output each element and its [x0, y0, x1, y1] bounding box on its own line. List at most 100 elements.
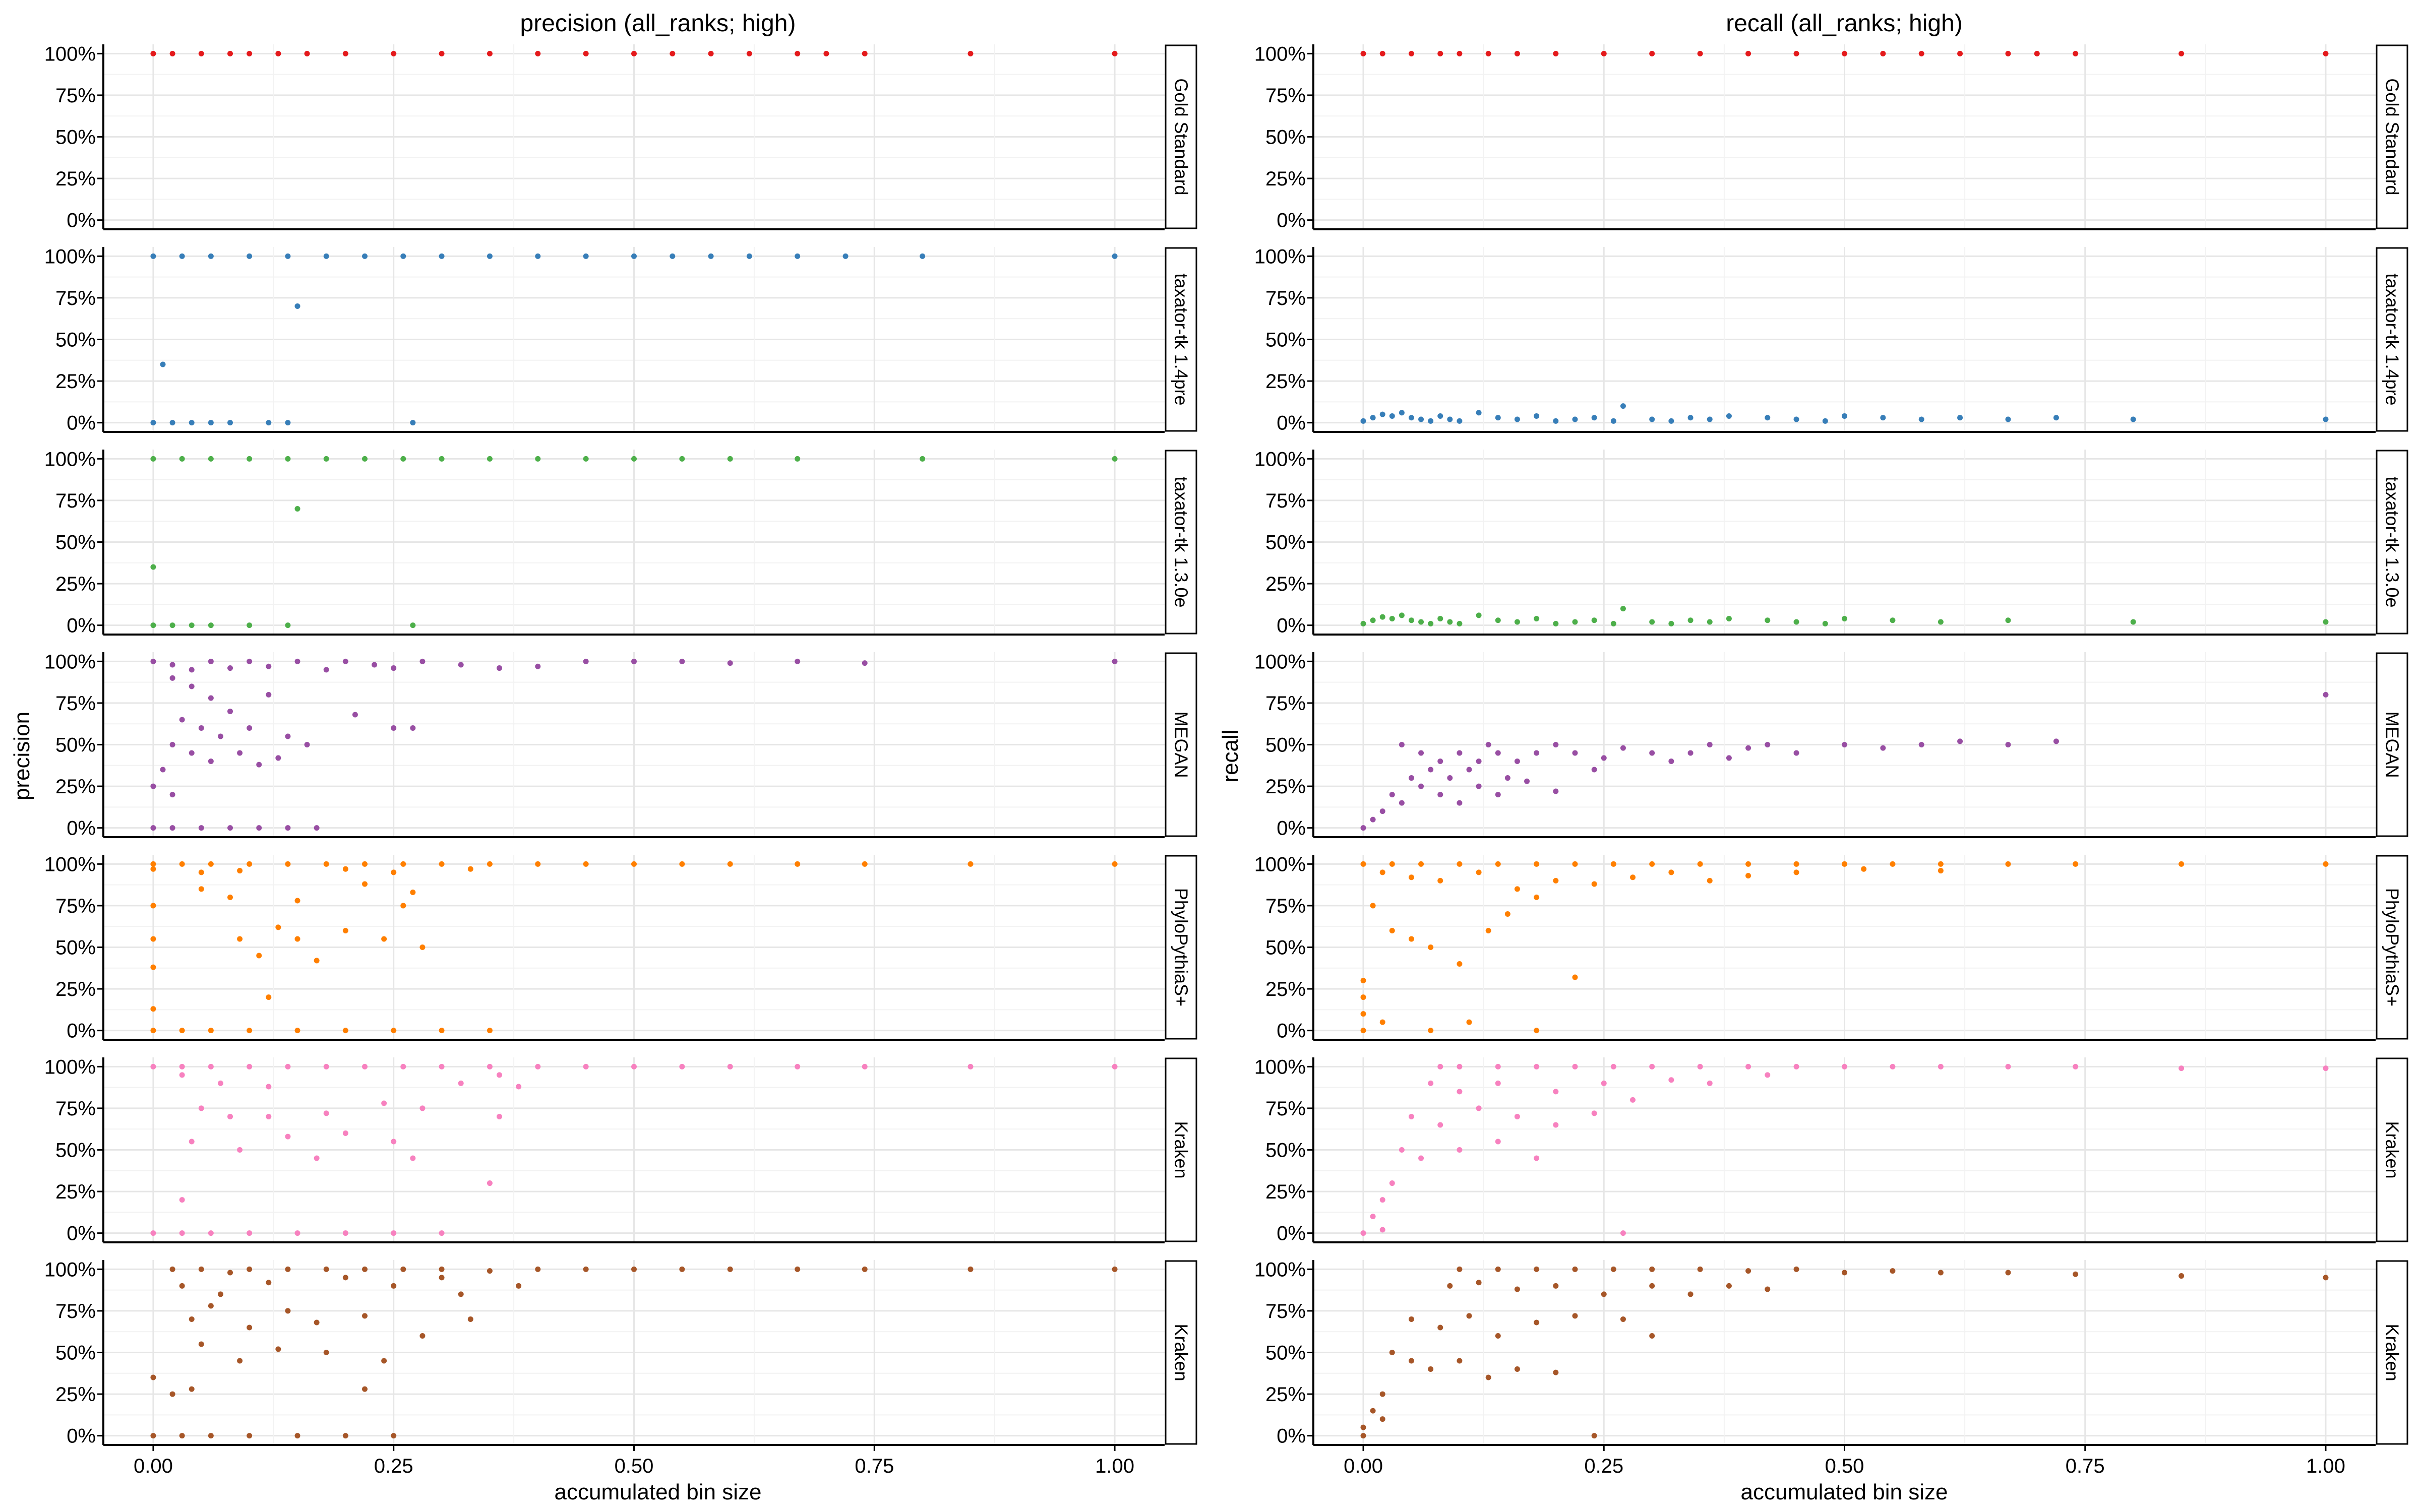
- y-tick-label: 100%: [1254, 651, 1306, 673]
- data-point: [150, 861, 156, 867]
- data-point: [189, 1139, 195, 1145]
- data-point: [2073, 1063, 2079, 1069]
- y-tick-label: 100%: [44, 43, 96, 65]
- data-point: [1466, 767, 1472, 773]
- data-point: [247, 1063, 253, 1069]
- data-point: [1524, 778, 1530, 784]
- x-tick-label: 0.75: [855, 1455, 894, 1477]
- data-point: [795, 253, 801, 259]
- data-point: [285, 253, 291, 259]
- data-point: [1765, 1286, 1771, 1292]
- data-point: [679, 1063, 685, 1069]
- data-point: [391, 1028, 397, 1034]
- data-point: [1687, 415, 1693, 421]
- data-point: [1389, 861, 1395, 867]
- facet-strip: [1165, 450, 1197, 635]
- data-point: [795, 861, 801, 867]
- data-point: [1476, 869, 1482, 875]
- facet-panel-taxator-tk-1-3-0e: 0% 25% 50% 75% 100% taxator-tk 1.3.0e: [1254, 448, 2408, 637]
- data-point: [1495, 792, 1501, 798]
- x-tick-label: 0.25: [374, 1455, 413, 1477]
- data-point: [323, 1266, 329, 1272]
- y-tick-label: 25%: [1265, 776, 1306, 798]
- data-point: [410, 622, 416, 628]
- data-point: [583, 456, 589, 462]
- data-point: [1360, 825, 1366, 831]
- y-tick-label: 25%: [1265, 1181, 1306, 1203]
- data-point: [535, 50, 541, 56]
- data-point: [1793, 861, 1799, 867]
- data-point: [1793, 869, 1799, 875]
- data-point: [391, 1283, 397, 1289]
- y-tick-label: 0%: [1277, 412, 1306, 434]
- data-point: [1649, 1333, 1655, 1339]
- facet-strip: [2376, 1057, 2408, 1242]
- data-point: [1428, 418, 1434, 424]
- data-point: [967, 1266, 974, 1272]
- data-point: [1379, 1416, 1385, 1422]
- data-point: [1370, 1408, 1376, 1414]
- data-point: [247, 50, 253, 56]
- data-point: [247, 861, 253, 867]
- y-tick-label: 100%: [44, 448, 96, 470]
- data-point: [439, 50, 445, 56]
- facet-strip-label: MEGAN: [1171, 711, 1192, 778]
- data-point: [708, 253, 714, 259]
- y-tick-label: 0%: [1277, 1425, 1306, 1447]
- data-point: [285, 456, 291, 462]
- data-point: [1534, 1155, 1540, 1161]
- data-point: [1389, 1350, 1395, 1355]
- facet-strip-label: PhyloPythiaS+: [1171, 888, 1192, 1006]
- data-point: [1514, 886, 1520, 892]
- data-point: [169, 1266, 175, 1272]
- data-point: [179, 253, 185, 259]
- data-point: [1379, 869, 1385, 875]
- data-point: [1620, 1230, 1626, 1236]
- y-tick-label: 0%: [1277, 1020, 1306, 1042]
- y-tick-label: 75%: [55, 287, 96, 309]
- data-point: [1572, 974, 1578, 980]
- facet-panel-phylopythias: 0% 25% 50% 75% 100% PhyloPythiaS+: [44, 853, 1197, 1042]
- facet-strip: [2376, 1260, 2408, 1445]
- data-point: [169, 1391, 175, 1397]
- data-point: [1918, 416, 1924, 422]
- data-point: [1765, 415, 1771, 421]
- data-point: [400, 253, 406, 259]
- data-point: [2179, 1273, 2185, 1279]
- data-point: [208, 622, 214, 628]
- facet-strip: [2376, 450, 2408, 635]
- data-point: [362, 253, 368, 259]
- data-point: [150, 253, 156, 259]
- y-tick-label: 50%: [55, 329, 96, 351]
- data-point: [1553, 788, 1559, 794]
- data-point: [381, 936, 387, 942]
- data-point: [2323, 1065, 2329, 1072]
- data-point: [1620, 1316, 1626, 1322]
- data-point: [920, 253, 926, 259]
- facet-panel-gold-standard: 0% 25% 50% 75% 100% Gold Standard: [1254, 43, 2408, 232]
- data-point: [198, 1341, 204, 1347]
- data-point: [862, 50, 868, 56]
- data-point: [1534, 1266, 1540, 1272]
- data-point: [1476, 783, 1482, 789]
- data-point: [487, 1268, 493, 1274]
- data-point: [285, 1133, 291, 1140]
- data-point: [1476, 1105, 1482, 1111]
- data-point: [314, 825, 320, 831]
- y-tick-label: 25%: [1265, 1383, 1306, 1406]
- data-point: [1418, 416, 1424, 422]
- facet-strip-label: PhyloPythiaS+: [2382, 888, 2403, 1006]
- data-point: [247, 253, 253, 259]
- data-point: [285, 1308, 291, 1314]
- data-point: [1389, 792, 1395, 798]
- data-point: [1890, 617, 1896, 623]
- data-point: [1745, 872, 1751, 878]
- data-point: [169, 50, 175, 56]
- data-point: [1408, 874, 1414, 880]
- data-point: [294, 506, 300, 512]
- y-tick-label: 0%: [1277, 615, 1306, 637]
- data-point: [1360, 418, 1366, 424]
- data-point: [1466, 1019, 1472, 1025]
- data-point: [189, 622, 195, 628]
- data-point: [400, 903, 406, 909]
